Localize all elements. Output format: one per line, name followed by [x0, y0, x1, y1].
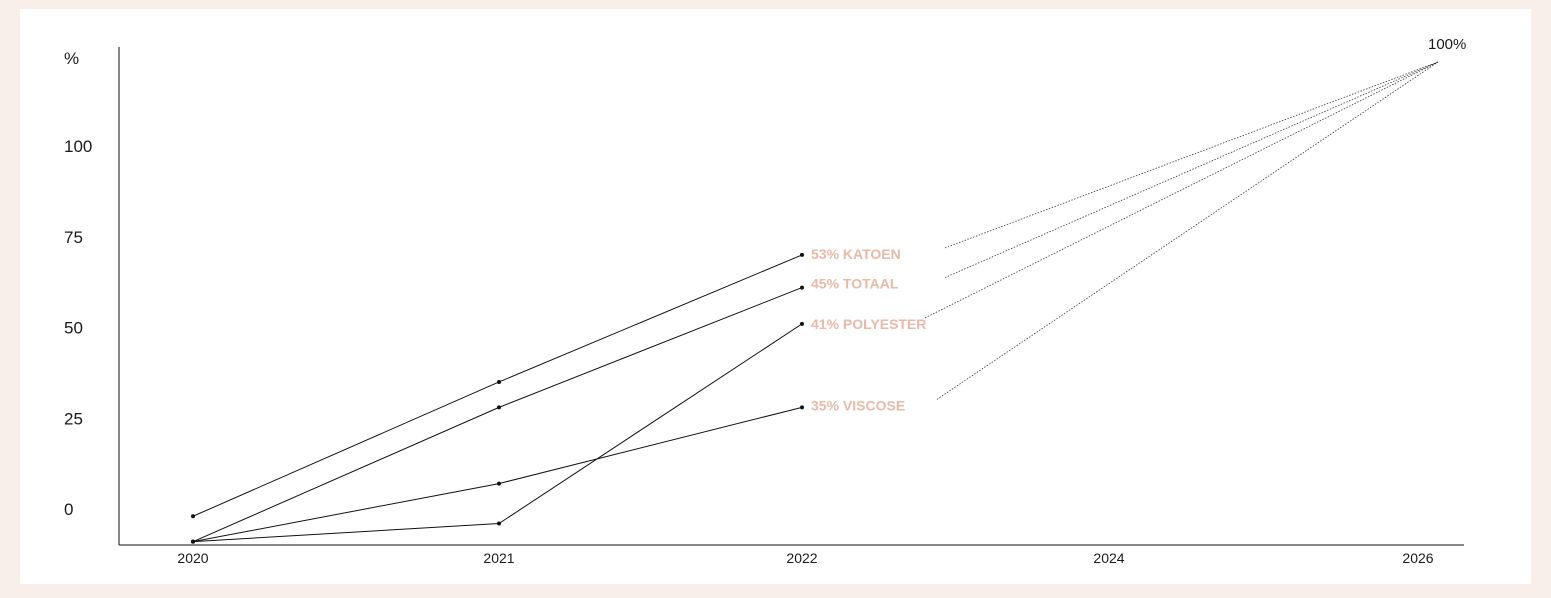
y-tick-label: 75	[64, 228, 83, 247]
x-tick-label: 2024	[1093, 550, 1124, 566]
projection-line	[936, 61, 1439, 400]
target-label: 100%	[1428, 36, 1466, 53]
data-point	[497, 405, 501, 410]
chart-frame: 0 25 50 75 100 2020 2021 2022 2024 2026 53% KATO…	[20, 9, 1531, 584]
y-tick-label: 50	[64, 319, 83, 338]
x-tick-label: 2026	[1402, 550, 1433, 566]
y-tick-label: 100	[64, 137, 92, 156]
data-point	[800, 321, 804, 326]
series-line	[192, 254, 803, 517]
line-chart: 0 25 50 75 100 2020 2021 2022 2024 2026 53% KATO…	[64, 36, 1466, 566]
x-tick-label: 2022	[786, 550, 817, 566]
projection-line	[944, 61, 1439, 278]
x-tick-label: 2021	[483, 550, 514, 566]
y-tick-label: 0	[64, 500, 73, 519]
data-point	[800, 405, 804, 410]
y-axis-label: %	[64, 49, 79, 68]
series-line	[192, 323, 803, 543]
series-label: 53% KATOEN	[811, 246, 901, 262]
projection-lines	[924, 61, 1439, 400]
projection-line	[944, 61, 1439, 249]
series-label: 41% POLYESTER	[811, 316, 926, 332]
series-label: 45% TOTAAL	[811, 276, 899, 292]
data-point	[497, 521, 501, 526]
data-point	[497, 481, 501, 486]
projection-line	[924, 61, 1439, 319]
axes	[118, 47, 1464, 546]
y-axis-ticks: 0 25 50 75 100	[64, 137, 92, 519]
series-line	[192, 287, 803, 543]
series-labels: 53% KATOEN 45% TOTAAL 41% POLYESTER 35% VIS…	[811, 246, 926, 413]
data-point	[191, 539, 195, 544]
data-point	[800, 285, 804, 290]
series-line	[192, 406, 803, 543]
y-tick-label: 25	[64, 409, 83, 428]
data-point	[800, 252, 804, 257]
x-axis-ticks: 2020 2021 2022 2024 2026	[177, 550, 1433, 566]
x-tick-label: 2020	[177, 550, 208, 566]
data-point	[191, 514, 195, 519]
series-lines	[191, 252, 804, 544]
data-point	[497, 379, 501, 384]
series-label: 35% VISCOSE	[811, 397, 905, 413]
